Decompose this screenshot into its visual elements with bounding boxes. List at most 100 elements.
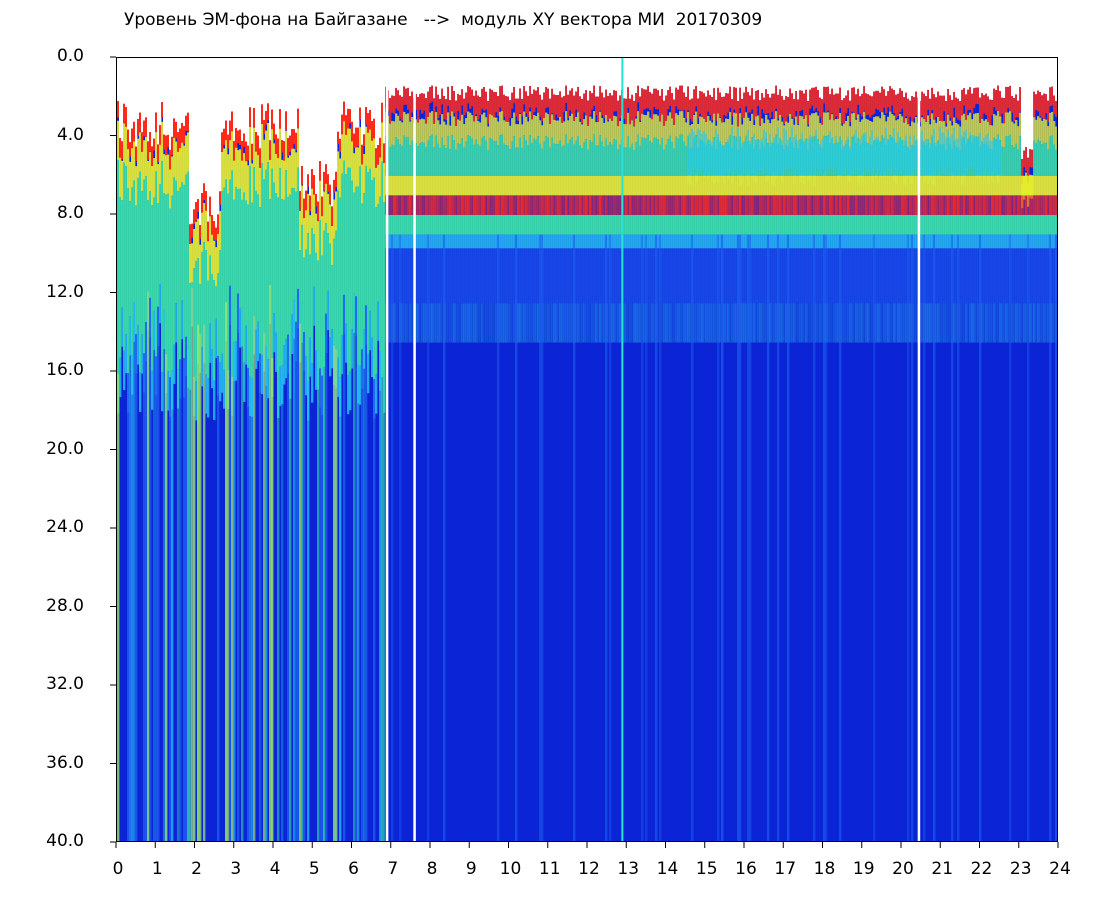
heat-cell bbox=[867, 144, 870, 171]
heat-cell bbox=[527, 121, 530, 145]
heat-cell bbox=[167, 371, 170, 411]
heat-cell bbox=[431, 248, 434, 304]
heat-cell bbox=[513, 87, 516, 104]
blank-cell bbox=[295, 58, 298, 133]
heat-cell bbox=[1003, 248, 1006, 304]
heat-cell bbox=[1009, 248, 1012, 304]
heat-cell bbox=[441, 234, 444, 249]
heat-cell bbox=[1021, 175, 1024, 196]
heat-cell bbox=[777, 175, 780, 196]
heat-cell bbox=[947, 114, 950, 139]
heat-cell bbox=[775, 85, 778, 109]
heat-cell bbox=[673, 195, 676, 215]
heat-cell bbox=[1023, 195, 1026, 215]
heat-cell bbox=[551, 175, 554, 196]
heat-cell bbox=[455, 149, 458, 176]
blank-cell bbox=[521, 58, 524, 99]
heat-cell bbox=[425, 234, 428, 249]
heat-cell bbox=[469, 303, 472, 343]
blank-cell bbox=[685, 58, 688, 97]
heat-cell bbox=[951, 175, 954, 196]
heat-cell bbox=[947, 89, 950, 114]
heat-cell bbox=[429, 248, 432, 304]
heat-cell bbox=[225, 120, 228, 142]
heat-cell bbox=[949, 234, 952, 249]
heat-cell bbox=[981, 234, 984, 249]
heat-cell bbox=[437, 234, 440, 249]
heat-cell bbox=[527, 303, 530, 343]
blank-cell bbox=[277, 58, 280, 139]
heat-cell bbox=[707, 303, 710, 343]
heat-cell bbox=[447, 248, 450, 304]
blank-cell bbox=[1055, 58, 1057, 102]
heat-cell bbox=[889, 111, 892, 136]
heat-cell bbox=[1029, 149, 1032, 168]
heat-cell bbox=[897, 303, 900, 343]
heat-cell bbox=[753, 134, 756, 182]
blank-cell bbox=[937, 58, 940, 92]
heat-cell bbox=[1051, 303, 1054, 343]
heat-cell bbox=[561, 146, 564, 176]
heat-cell bbox=[347, 128, 350, 168]
blank-cell bbox=[697, 58, 700, 99]
heat-cell bbox=[409, 96, 412, 121]
blank-cell bbox=[1049, 58, 1052, 88]
heat-cell bbox=[755, 90, 758, 117]
heat-cell bbox=[425, 195, 428, 215]
heat-cell bbox=[529, 135, 532, 176]
heat-cell bbox=[971, 175, 974, 196]
heat-cell bbox=[521, 215, 524, 235]
heat-cell bbox=[529, 248, 532, 304]
heat-cell bbox=[931, 195, 934, 215]
heat-cell bbox=[603, 97, 606, 118]
heat-cell bbox=[865, 132, 868, 172]
heat-cell bbox=[633, 175, 636, 196]
blank-cell bbox=[871, 58, 874, 97]
heat-cell bbox=[935, 303, 938, 343]
heat-cell bbox=[179, 128, 182, 156]
heat-cell bbox=[969, 303, 972, 343]
heat-cell bbox=[695, 248, 698, 304]
heat-cell bbox=[463, 248, 466, 304]
heat-cell bbox=[575, 248, 578, 304]
heat-cell bbox=[169, 169, 172, 209]
heat-cell bbox=[797, 99, 800, 125]
heat-cell bbox=[1045, 119, 1048, 144]
heat-cell bbox=[507, 215, 510, 235]
heat-cell bbox=[785, 248, 788, 304]
heat-cell bbox=[161, 161, 164, 373]
heat-cell bbox=[475, 234, 478, 249]
heat-cell bbox=[531, 303, 534, 343]
heat-cell bbox=[821, 215, 824, 235]
heat-cell bbox=[965, 94, 968, 121]
heat-cell bbox=[925, 234, 928, 249]
heat-cell bbox=[461, 175, 464, 196]
blank-cell bbox=[1019, 58, 1022, 88]
heat-cell bbox=[611, 234, 614, 249]
streak-cell bbox=[747, 234, 750, 841]
heat-cell bbox=[601, 92, 604, 115]
heat-cell bbox=[271, 109, 274, 134]
heat-cell bbox=[607, 145, 610, 176]
heat-cell bbox=[435, 195, 438, 215]
heat-cell bbox=[1025, 248, 1028, 304]
heat-cell bbox=[645, 248, 648, 304]
heat-cell bbox=[869, 248, 872, 304]
heat-cell bbox=[203, 183, 206, 201]
heat-cell bbox=[455, 303, 458, 343]
x-tick-label: 12 bbox=[578, 859, 600, 879]
blank-cell bbox=[967, 58, 970, 90]
heat-cell bbox=[703, 248, 706, 304]
heat-cell bbox=[913, 248, 916, 304]
heat-cell bbox=[493, 248, 496, 304]
heat-cell bbox=[435, 215, 438, 235]
heat-cell bbox=[977, 195, 980, 215]
heat-cell bbox=[643, 114, 646, 139]
streak-cell bbox=[951, 234, 954, 841]
heat-cell bbox=[637, 134, 640, 176]
heat-cell bbox=[435, 303, 438, 343]
heat-cell bbox=[1027, 157, 1030, 183]
heat-cell bbox=[717, 175, 720, 196]
heat-cell bbox=[203, 242, 206, 325]
heat-cell bbox=[809, 89, 812, 109]
